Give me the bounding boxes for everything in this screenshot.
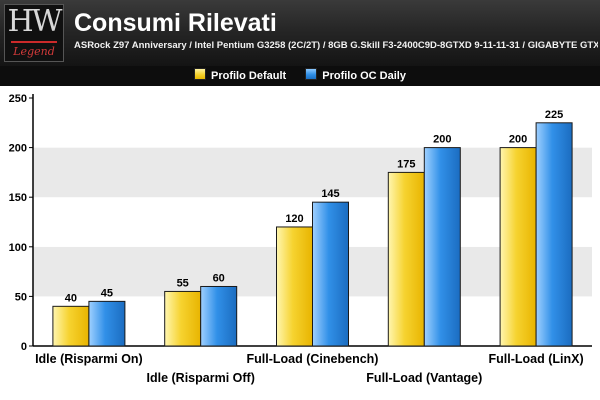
legend-swatch-oc-daily [305, 68, 318, 80]
data-label-default: 200 [509, 134, 527, 146]
y-tick-label: 250 [9, 93, 27, 105]
bar-default [499, 147, 537, 347]
data-label-oc-daily: 60 [213, 272, 225, 284]
x-category-label: Idle (Risparmi On) [35, 352, 143, 366]
logo-mark: HW [7, 4, 63, 39]
bar-oc-daily [535, 122, 573, 347]
y-tick-label: 200 [9, 143, 27, 155]
site-logo: HW Legend [4, 4, 64, 62]
grid-band [33, 98, 592, 148]
legend-label-oc-daily: Profilo OC Daily [322, 70, 406, 82]
x-category-label: Full-Load (Cinebench) [247, 352, 379, 366]
data-label-oc-daily: 225 [545, 109, 563, 121]
legend-item-default: Profilo Default [194, 66, 286, 86]
y-tick-label: 100 [9, 242, 27, 254]
y-tick-label: 150 [9, 192, 27, 204]
bar-oc-daily [88, 300, 126, 347]
bar-oc-daily [423, 147, 461, 347]
data-label-default: 120 [285, 213, 303, 225]
plot-panel: 0 50 100 150 200 250 40 45 Idle (Risparmi On) 55 6… [0, 86, 600, 400]
legend-item-oc-daily: Profilo OC Daily [305, 66, 406, 86]
chart-legend: Profilo Default Profilo OC Daily [0, 66, 600, 86]
logo-divider [11, 41, 57, 43]
y-tick-label: 0 [21, 341, 27, 353]
legend-label-default: Profilo Default [211, 70, 287, 82]
bar-oc-daily [312, 201, 349, 347]
logo-word: Legend [13, 45, 55, 58]
x-category-label: Full-Load (Vantage) [366, 371, 482, 385]
bar-default [387, 171, 425, 347]
grid-band [33, 147, 592, 198]
bar-default [276, 226, 313, 347]
x-category-label: Idle (Risparmi Off) [147, 371, 255, 385]
y-tick-label: 50 [15, 291, 27, 303]
bar-default [52, 305, 90, 347]
legend-swatch-default [194, 68, 206, 80]
data-label-default: 175 [397, 158, 415, 170]
chart-subtitle: ASRock Z97 Anniversary / Intel Pentium G… [74, 40, 598, 51]
chart-header: HW Legend Consumi Rilevati ASRock Z97 An… [0, 0, 600, 66]
data-label-default: 55 [177, 277, 189, 289]
chart-title: Consumi Rilevati [74, 9, 277, 37]
bar-default [164, 290, 202, 347]
bar-chart: 0 50 100 150 200 250 40 45 Idle (Risparmi On) 55 6… [9, 93, 592, 385]
data-label-oc-daily: 145 [321, 188, 339, 200]
x-category-label: Full-Load (LinX) [489, 352, 584, 366]
data-label-oc-daily: 200 [433, 134, 451, 146]
data-label-oc-daily: 45 [101, 287, 113, 299]
bar-oc-daily [200, 285, 238, 347]
data-label-default: 40 [65, 292, 77, 304]
